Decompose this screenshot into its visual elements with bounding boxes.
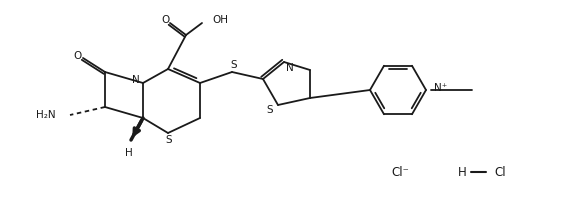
Text: H₂N: H₂N [37,110,56,120]
Text: S: S [231,60,238,70]
Text: N: N [286,63,293,73]
Text: N⁺: N⁺ [434,83,447,93]
Text: S: S [166,135,172,145]
Text: S: S [267,105,274,115]
Text: N: N [132,75,140,85]
Text: Cl⁻: Cl⁻ [391,166,409,178]
Text: H: H [125,148,133,158]
Text: O: O [161,15,169,25]
Text: Cl: Cl [494,166,506,178]
Text: H: H [457,166,467,178]
Text: OH: OH [212,15,228,25]
Text: O: O [73,51,81,61]
